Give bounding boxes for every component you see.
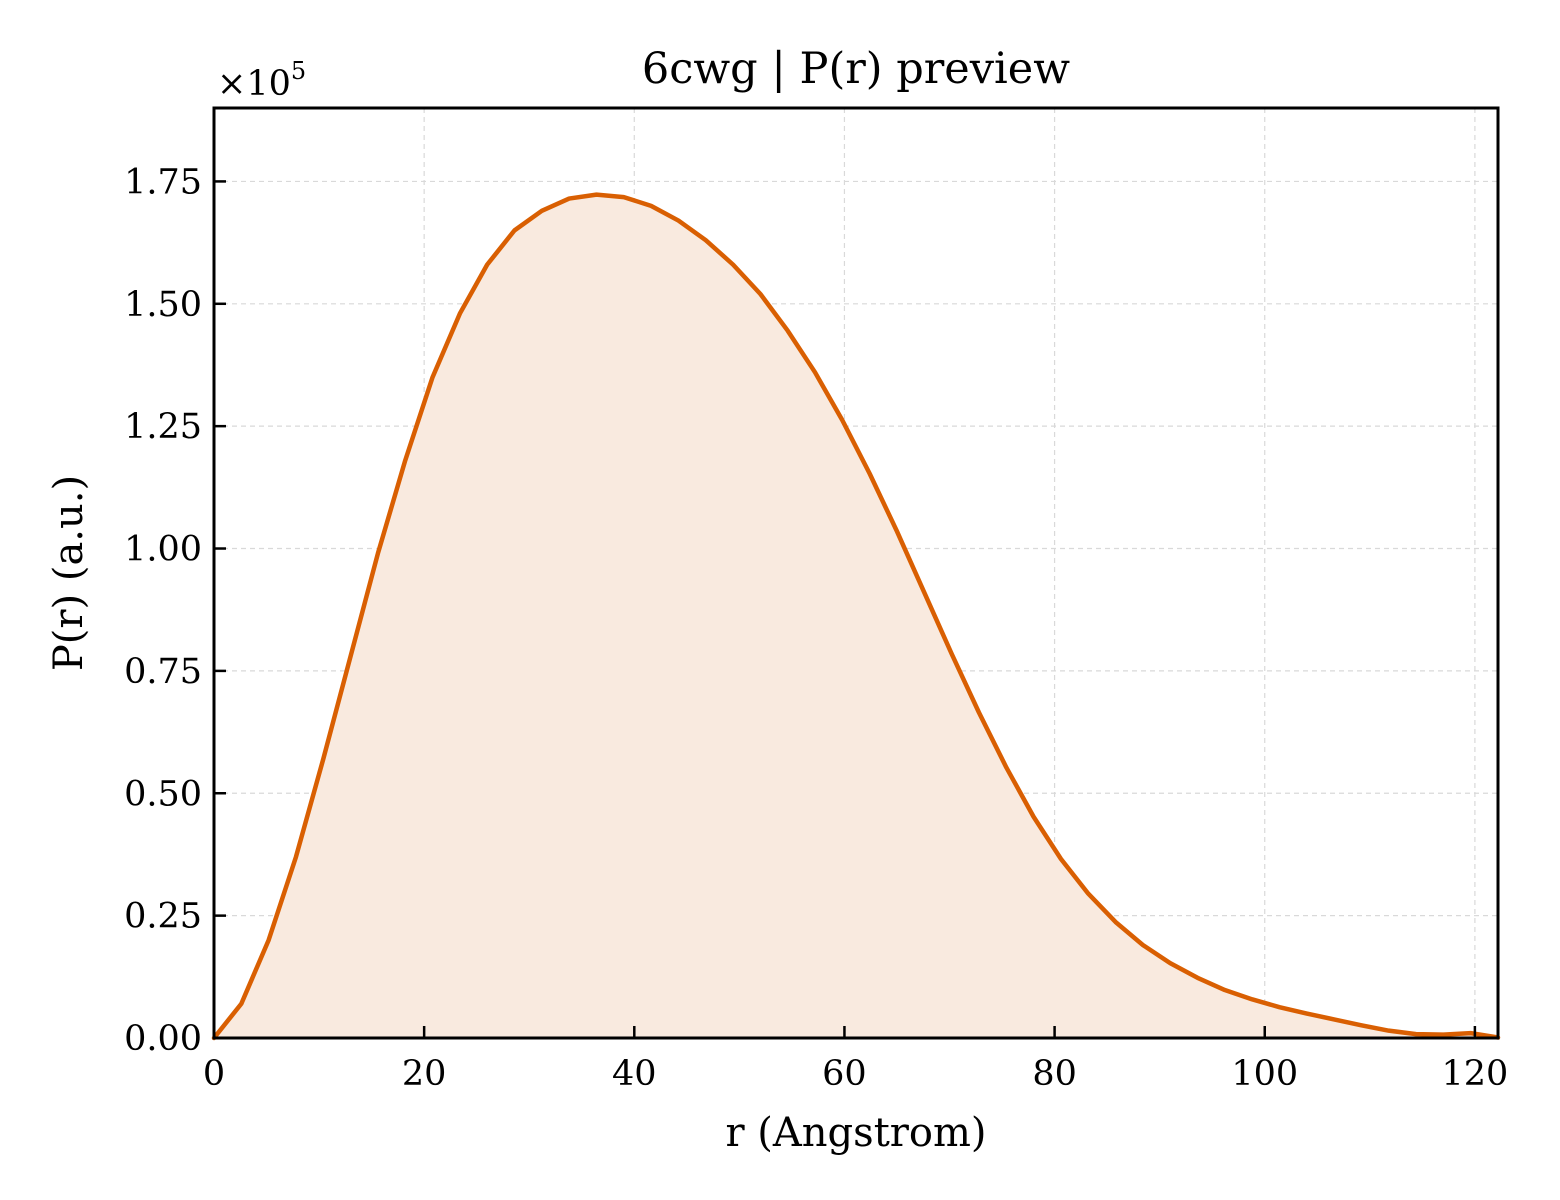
y-tick-label: 1.25 <box>124 407 202 447</box>
y-tick-label: 0.75 <box>124 652 202 692</box>
x-tick-label: 60 <box>822 1054 867 1094</box>
chart-title: 6cwg | P(r) preview <box>642 44 1070 94</box>
x-tick-label: 80 <box>1032 1054 1077 1094</box>
y-tick-label: 0.00 <box>124 1019 202 1059</box>
series-area-fill <box>214 194 1498 1038</box>
y-axis-label: P(r) (a.u.) <box>46 475 92 671</box>
y-offset-exponent: 5 <box>291 57 306 85</box>
y-offset-label: ×105 <box>217 57 306 104</box>
y-tick-label: 0.25 <box>124 897 202 937</box>
series-line-layer <box>211 192 1501 1041</box>
y-offset-base: ×10 <box>217 64 291 104</box>
x-tick-label: 20 <box>402 1054 447 1094</box>
x-tick-label: 100 <box>1231 1054 1298 1094</box>
series-line <box>211 192 1501 1041</box>
x-tick-label: 0 <box>203 1054 225 1094</box>
x-ticks: 0 20 40 60 80 100 120 <box>203 1026 1508 1094</box>
plot-frame <box>212 106 1500 1040</box>
y-tick-label: 1.00 <box>124 530 202 570</box>
y-ticks: 0.00 0.25 0.50 0.75 1.00 1.25 1.50 1.75 <box>124 162 226 1059</box>
x-tick-label: 40 <box>612 1054 657 1094</box>
x-axis-label: r (Angstrom) <box>725 1110 986 1156</box>
x-tick-label: 120 <box>1441 1054 1508 1094</box>
y-tick-label: 0.50 <box>124 774 202 814</box>
y-tick-label: 1.50 <box>124 285 202 325</box>
y-tick-label: 1.75 <box>124 162 202 202</box>
area-fill-layer <box>214 194 1498 1038</box>
